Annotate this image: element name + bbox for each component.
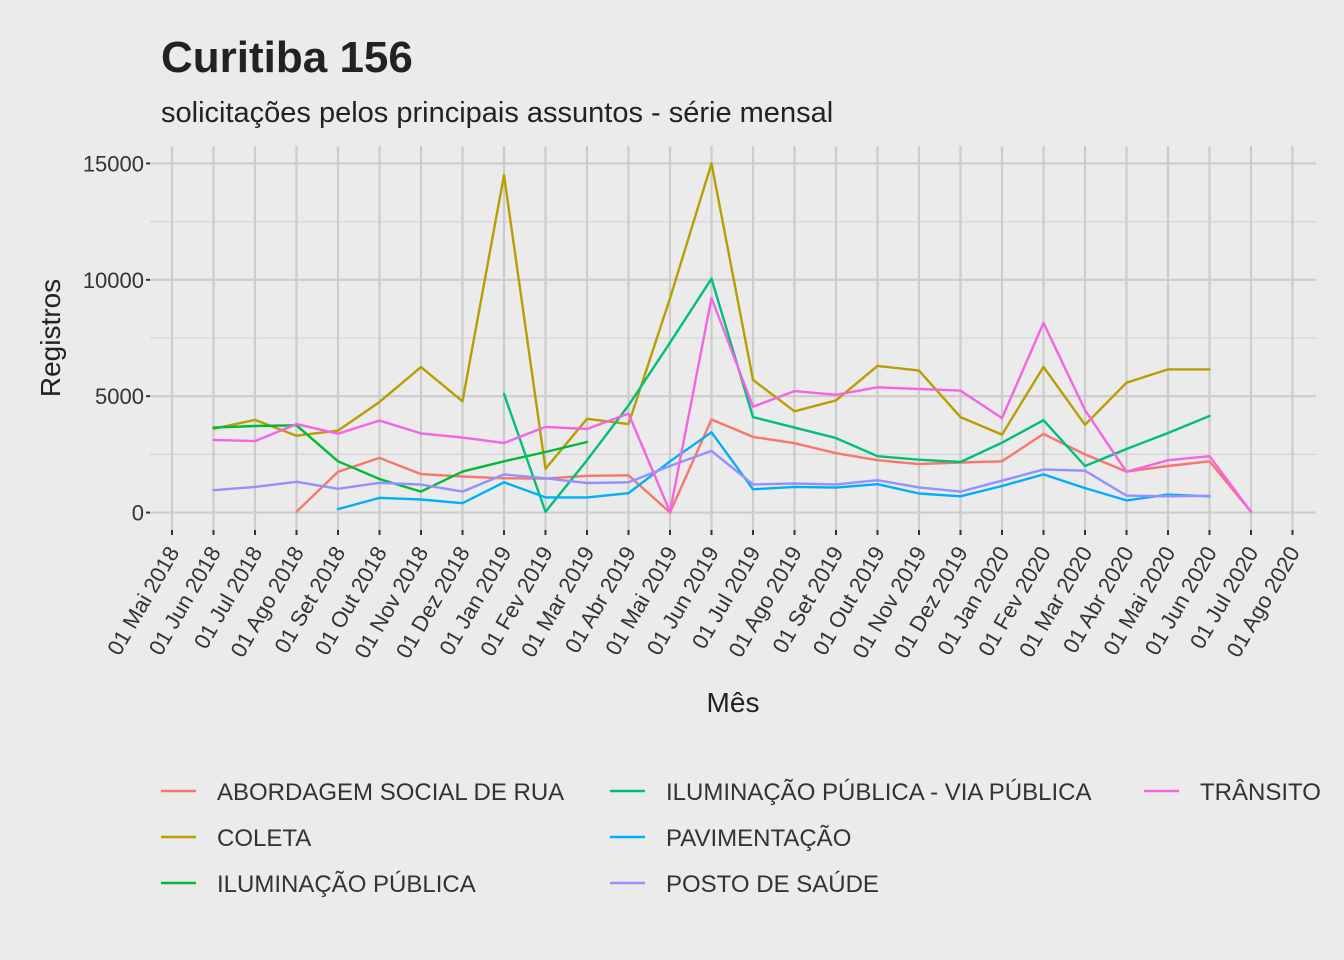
y-tick-label: 10000: [83, 268, 144, 293]
y-tick-label: 5000: [95, 384, 144, 409]
chart-title: Curitiba 156: [161, 33, 413, 82]
series-line-iluminacao-publica-via-publica: [502, 277, 1211, 513]
series-line-pavimentacao: [336, 431, 1211, 511]
x-axis-title: Mês: [707, 687, 760, 718]
plot-panel: [150, 146, 1316, 530]
y-axis-title: Registros: [35, 279, 66, 397]
y-tick-label: 15000: [83, 151, 144, 176]
legend-label: POSTO DE SAÚDE: [666, 871, 879, 898]
series-line-posto-de-saude: [212, 449, 1211, 498]
series-lines: [212, 162, 1253, 514]
legend-label: ILUMINAÇÃO PÚBLICA - VIA PÚBLICA: [666, 779, 1091, 806]
series-line-iluminacao-publica: [212, 424, 589, 493]
legend-label: ILUMINAÇÃO PÚBLICA: [217, 871, 476, 898]
y-tick-label: 0: [132, 501, 144, 526]
legend-label: TRÂNSITO: [1200, 779, 1321, 806]
series-line-coleta: [212, 162, 1211, 470]
legend-label: COLETA: [217, 825, 311, 852]
legend: ABORDAGEM SOCIAL DE RUA COLETA ILUMINAÇÃO …: [161, 779, 1321, 898]
legend-label: PAVIMENTAÇÃO: [666, 825, 851, 852]
series-line-abordagem-social-de-rua: [295, 418, 1253, 514]
y-axis: 0 5000 10000 15000: [83, 151, 150, 526]
chart-subtitle: solicitações pelos principais assuntos -…: [161, 97, 833, 129]
series-line-transito: [212, 296, 1253, 513]
legend-label: ABORDAGEM SOCIAL DE RUA: [217, 779, 564, 806]
